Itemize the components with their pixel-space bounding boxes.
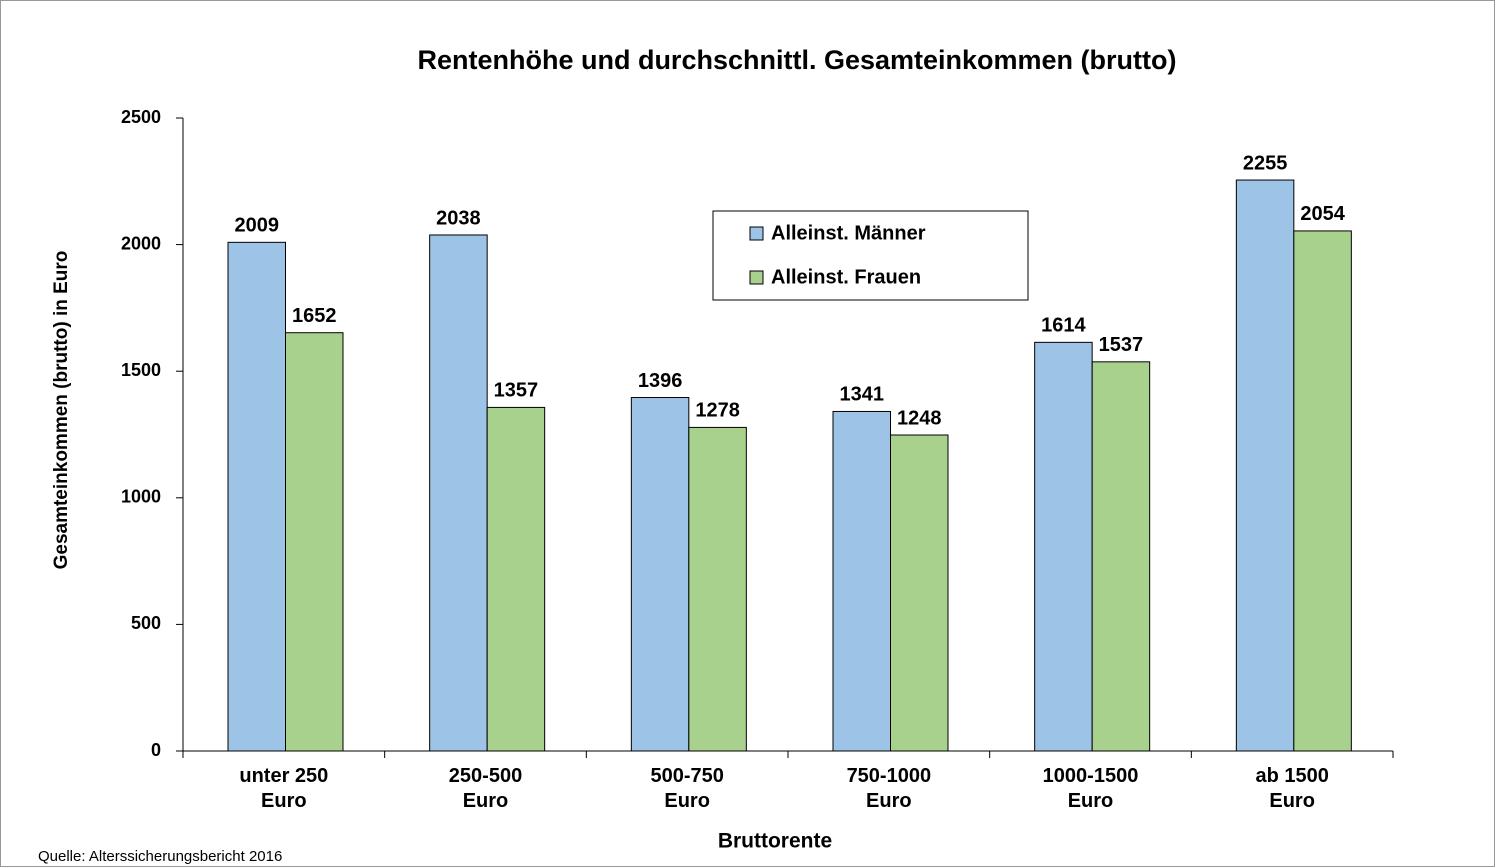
x-tick-label: 750-1000 Euro	[847, 765, 932, 812]
legend-label: Alleinst. Frauen	[771, 266, 921, 288]
legend	[712, 210, 1029, 301]
value-label: 1614	[1041, 315, 1086, 337]
y-tick-label: 1500	[121, 360, 161, 380]
value-label: 2038	[436, 207, 481, 229]
y-axis-label: Gesamteinkommen (brutto) in Euro	[51, 251, 72, 570]
value-label: 2009	[235, 215, 280, 237]
legend-label: Alleinst. Männer	[771, 222, 926, 244]
y-tick-label: 0	[151, 740, 161, 760]
value-label: 1278	[695, 400, 740, 422]
legend-swatch	[749, 226, 764, 241]
y-tick-label: 2000	[121, 233, 161, 253]
y-tick-label: 1000	[121, 487, 161, 507]
x-tick-label: 500-750 Euro	[650, 765, 723, 812]
bar	[1293, 230, 1352, 752]
value-label: 1537	[1099, 334, 1144, 356]
value-label: 1357	[494, 380, 539, 402]
x-axis-label: Bruttorente	[718, 830, 832, 853]
bar	[890, 434, 949, 752]
x-tick-label: ab 1500 Euro	[1255, 765, 1328, 812]
bar	[486, 406, 546, 752]
value-label: 2054	[1300, 203, 1345, 225]
x-tick-label: 1000-1500 Euro	[1043, 765, 1139, 812]
chart-title: Rentenhöhe und durchschnittl. Gesamteink…	[417, 45, 1176, 75]
value-label: 1652	[292, 305, 337, 327]
bar	[1235, 179, 1295, 752]
y-tick-label: 500	[131, 613, 161, 633]
bar	[285, 332, 344, 752]
x-tick-label: 250-500 Euro	[449, 765, 522, 812]
bar	[630, 397, 690, 752]
value-label: 1248	[897, 407, 942, 429]
x-tick-label: unter 250 Euro	[239, 765, 328, 812]
bar	[227, 241, 286, 752]
bar	[429, 234, 488, 752]
legend-swatch	[749, 270, 764, 285]
y-tick-label: 2500	[121, 107, 161, 127]
bar	[688, 426, 747, 752]
value-label: 1396	[638, 370, 683, 392]
bar	[1091, 361, 1151, 752]
value-label: 2255	[1243, 152, 1288, 174]
value-label: 1341	[840, 384, 885, 406]
bar	[832, 410, 891, 752]
source-note: Quelle: Alterssicherungsbericht 2016	[38, 848, 282, 865]
bar	[1034, 341, 1093, 752]
